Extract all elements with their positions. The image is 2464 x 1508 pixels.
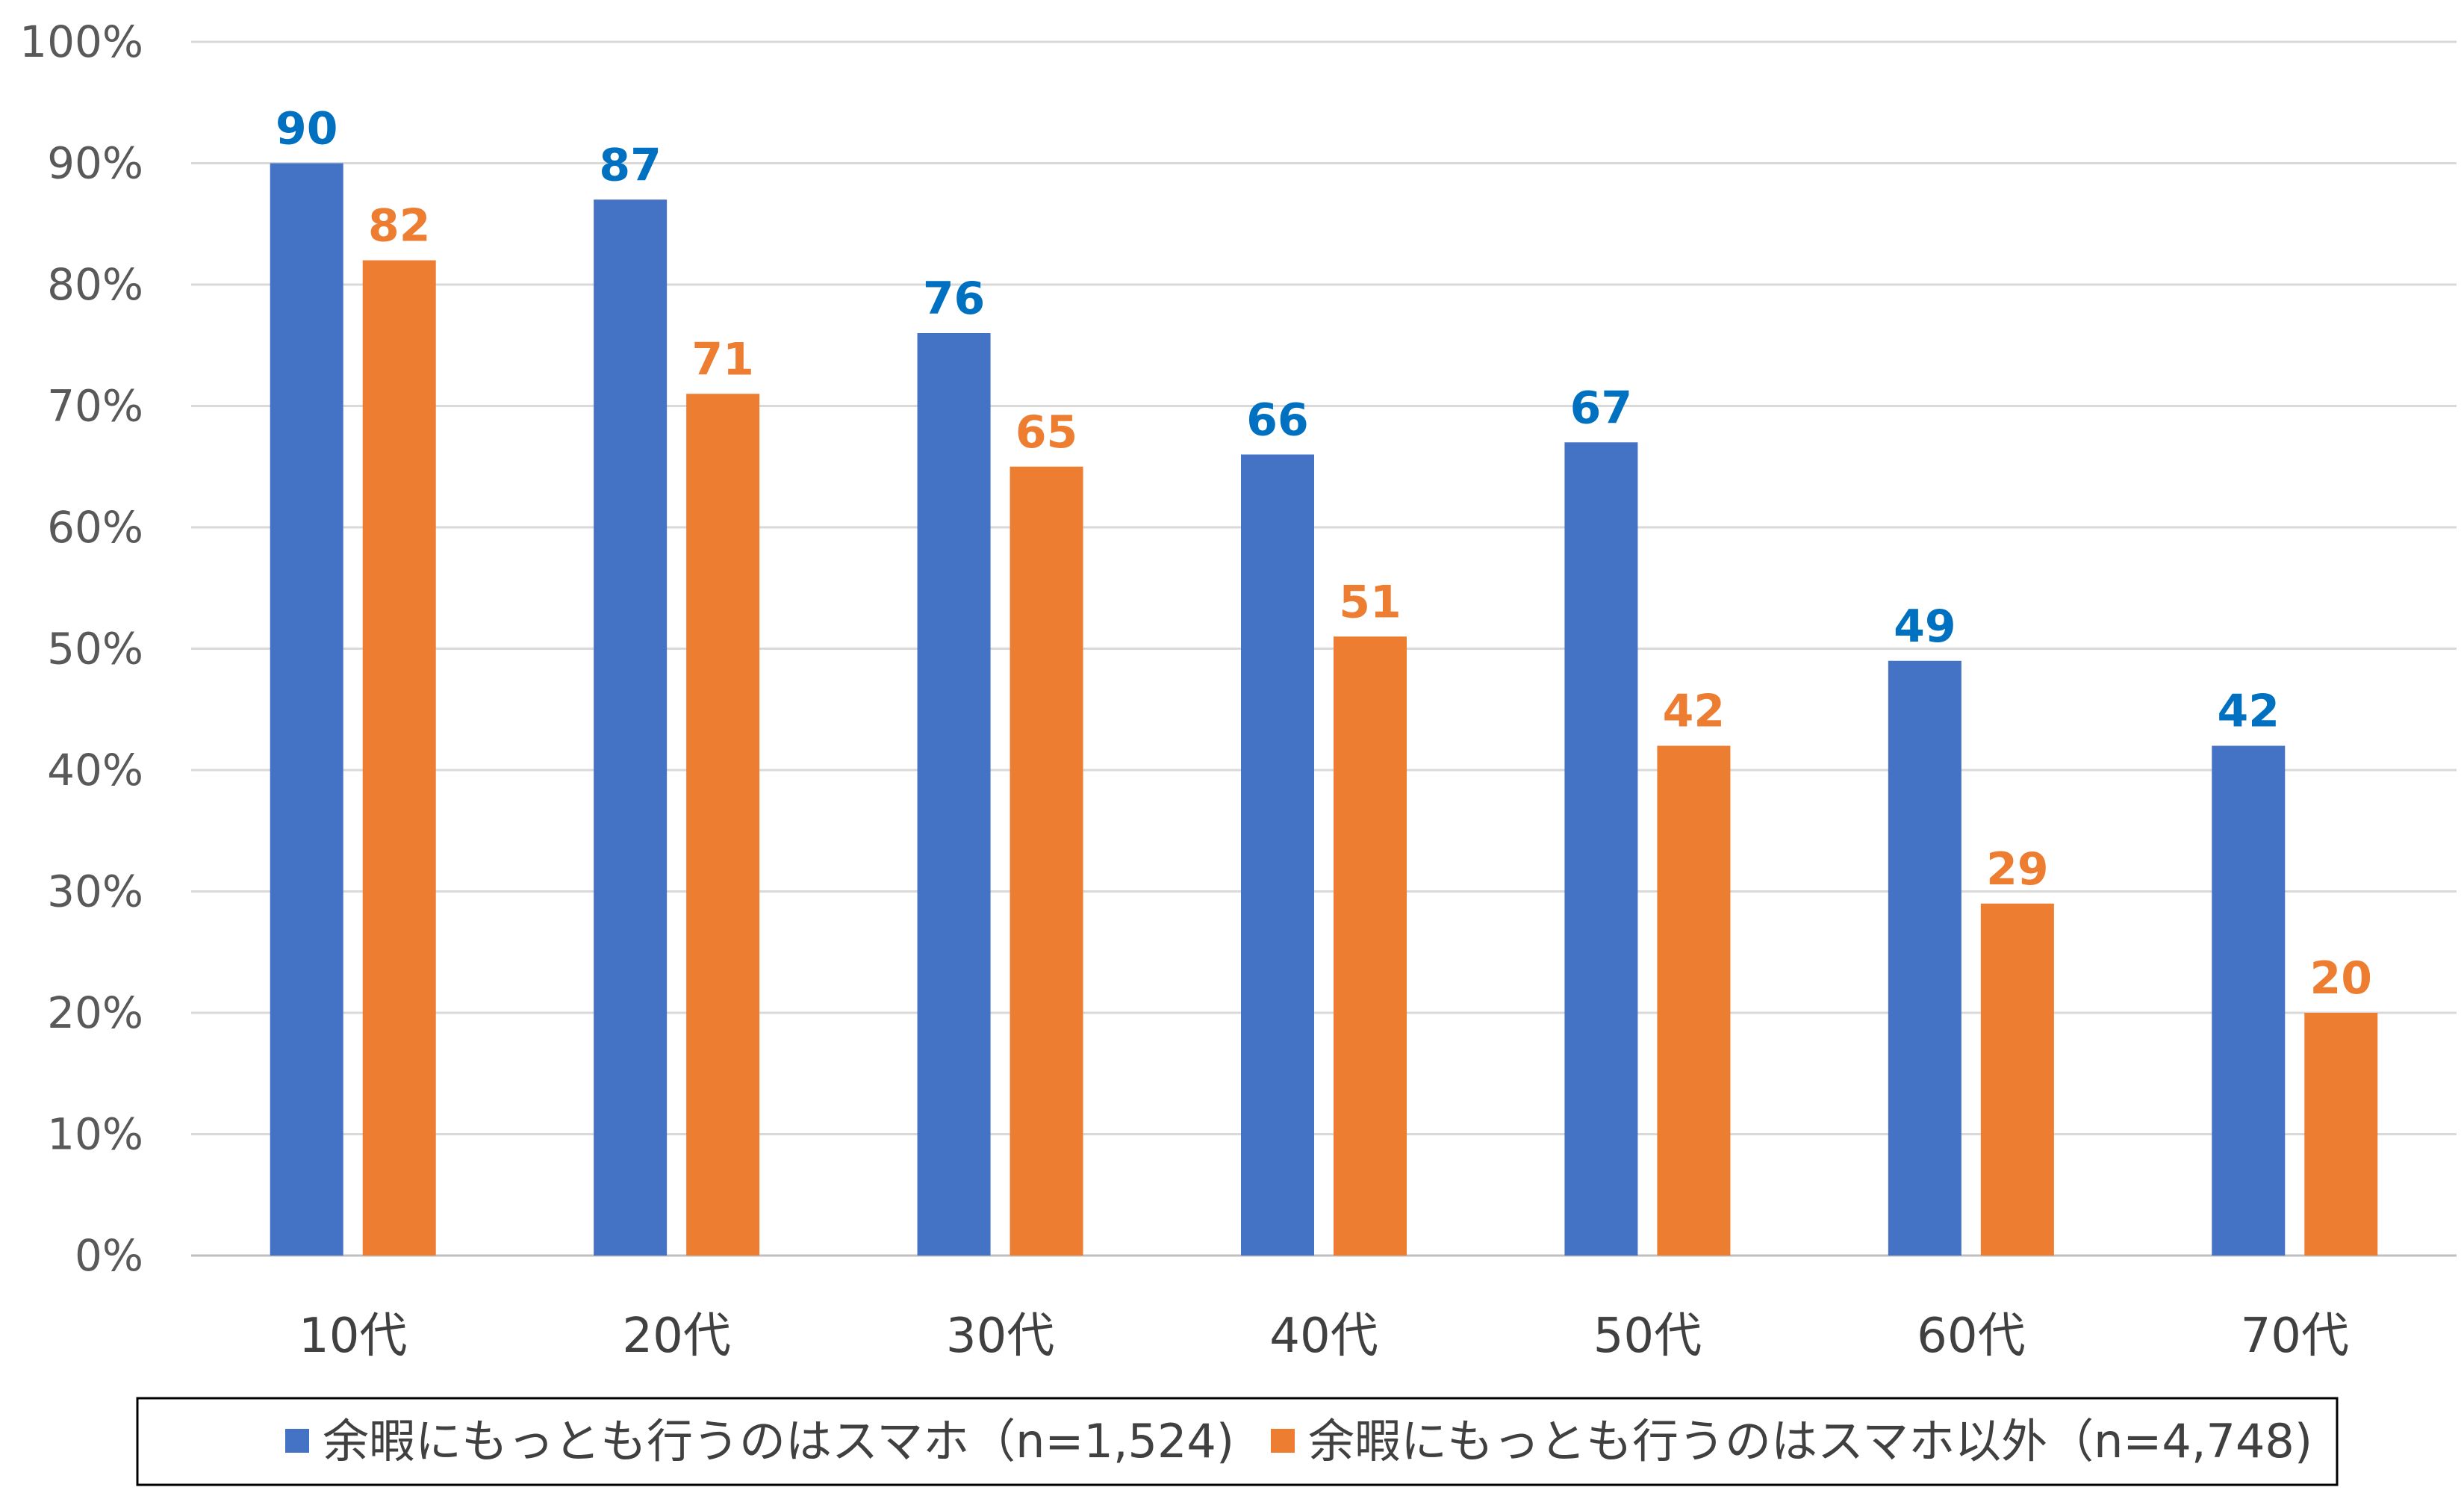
legend-label-series-1: 余暇にもっとも行うのはスマホ（n=1,524) <box>323 1414 1234 1468</box>
gridlines <box>191 40 2457 1257</box>
data-label-series-1-3: 76 <box>923 273 986 325</box>
legend-label-series-2: 余暇にもっとも行うのはスマホ以外（n=4,748) <box>1308 1414 2312 1468</box>
data-label-series-1-5: 67 <box>1570 382 1633 434</box>
bar-series-2-5 <box>1657 745 1731 1256</box>
y-tick-label: 60% <box>47 502 143 553</box>
legend-box <box>136 1397 2339 1486</box>
y-tick-label: 10% <box>47 1109 143 1160</box>
data-label-series-2-7: 20 <box>2310 952 2373 1005</box>
y-tick-label: 80% <box>47 259 143 310</box>
x-tick-label: 70代 <box>2241 1309 2349 1364</box>
bar-series-2-2 <box>686 394 760 1256</box>
data-label-series-1-1: 90 <box>276 103 338 155</box>
data-label-series-2-5: 42 <box>1663 686 1726 738</box>
x-tick-label: 60代 <box>1917 1309 2025 1364</box>
x-tick-label: 10代 <box>299 1309 407 1364</box>
bar-series-1-2 <box>594 199 668 1256</box>
data-label-series-2-3: 65 <box>1015 406 1078 459</box>
data-label-series-1-2: 87 <box>599 139 662 191</box>
x-tick-label: 40代 <box>1269 1309 1378 1364</box>
y-tick-label: 20% <box>47 987 143 1038</box>
x-axis-tick-labels: 10代 20代 30代 40代 50代 60代 70代 <box>299 1309 2349 1364</box>
data-label-series-1-4: 66 <box>1246 394 1309 447</box>
data-label-series-1-6: 49 <box>1894 601 1956 653</box>
data-labels: 90 82 87 71 76 65 66 51 67 42 49 29 42 20 <box>276 103 2372 1005</box>
y-tick-label: 30% <box>47 866 143 917</box>
bar-series-1-7 <box>2212 745 2286 1256</box>
x-tick-label: 50代 <box>1593 1309 1702 1364</box>
y-tick-label: 100% <box>19 16 143 67</box>
legend: 余暇にもっとも行うのはスマホ（n=1,524) 余暇にもっとも行うのはスマホ以外… <box>136 1397 2339 1486</box>
y-tick-label: 70% <box>47 381 143 432</box>
y-axis-tick-labels: 0% 10% 20% 30% 40% 50% 60% 70% 80% 90% 100% <box>19 16 143 1281</box>
legend-swatch-series-1 <box>285 1429 309 1453</box>
data-label-series-2-2: 71 <box>691 333 754 385</box>
data-label-series-2-6: 29 <box>1986 843 2049 896</box>
data-label-series-1-7: 42 <box>2218 686 2280 738</box>
x-tick-label: 30代 <box>946 1309 1054 1364</box>
y-tick-label: 50% <box>47 624 143 674</box>
bar-series-2-4 <box>1334 636 1407 1256</box>
bar-series-1-6 <box>1888 660 1961 1256</box>
x-tick-label: 20代 <box>622 1309 730 1364</box>
data-label-series-2-1: 82 <box>368 200 431 252</box>
y-tick-label: 90% <box>47 138 143 189</box>
y-tick-label: 0% <box>75 1230 143 1281</box>
data-label-series-2-4: 51 <box>1339 576 1401 628</box>
bars <box>270 163 2378 1256</box>
bar-series-2-3 <box>1009 466 1083 1256</box>
bar-series-2-7 <box>2304 1013 2378 1256</box>
legend-swatch-series-2 <box>1271 1429 1295 1453</box>
bar-series-1-5 <box>1564 442 1638 1256</box>
bar-series-1-4 <box>1241 454 1314 1256</box>
bar-series-1-1 <box>270 163 343 1256</box>
y-tick-label: 40% <box>47 745 143 795</box>
bar-series-2-1 <box>362 260 436 1256</box>
bar-series-2-6 <box>1980 903 2054 1256</box>
bar-series-1-3 <box>917 333 991 1256</box>
